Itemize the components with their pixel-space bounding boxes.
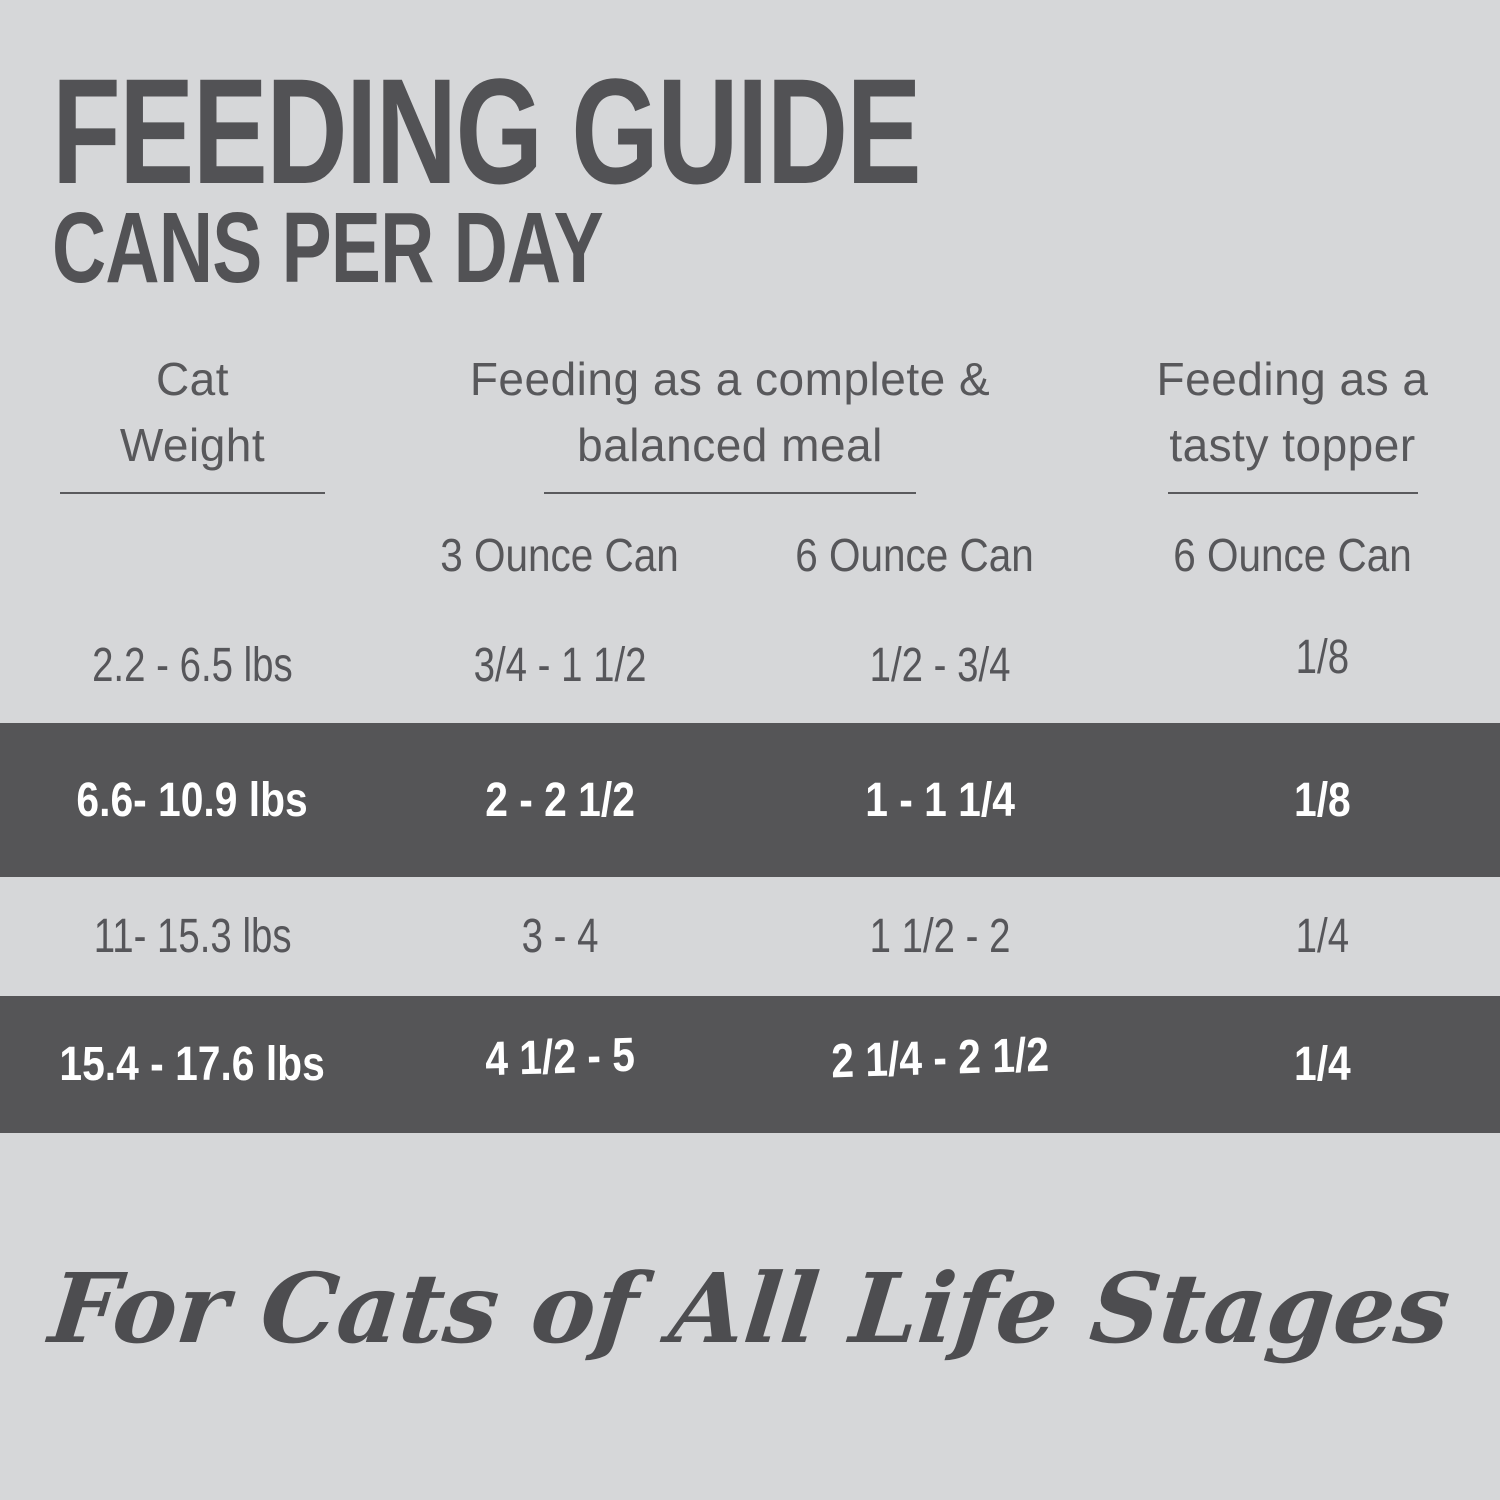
header-underline (1167, 492, 1418, 494)
column-group-tasty-topper: Feeding as a tasty topper (1145, 346, 1500, 494)
value-cell-3oz-meal: 3/4 - 1 1/2 (473, 638, 647, 692)
column-group-complete-meal: Feeding as a complete & balanced meal (385, 346, 1145, 494)
value-cell-6oz-meal: 1 1/2 - 2 (869, 910, 1011, 963)
value-cell-6oz-meal: 1 - 1 1/4 (865, 773, 1015, 827)
table-subheader: 3 Ounce Can 6 Ounce Can 6 Ounce Can (0, 528, 1500, 581)
column-group-label: Feeding as a (1156, 353, 1429, 405)
value-cell-6oz-meal: 1/2 - 3/4 (869, 638, 1011, 692)
column-group-label: Weight (119, 419, 266, 471)
value-cell-6oz-topper: 1/4 (1294, 1038, 1351, 1091)
column-group-label: Feeding as a complete & (469, 353, 991, 405)
column-group-label: Cat (155, 353, 230, 405)
table-row: 11- 15.3 lbs 3 - 4 1 1/2 - 2 1/4 (0, 877, 1500, 996)
value-cell-3oz-meal: 4 1/2 - 5 (484, 1028, 636, 1087)
page-title: FEEDING GUIDE (52, 47, 922, 215)
subheader-3oz-meal: 3 Ounce Can (440, 529, 680, 581)
weight-cell: 2.2 - 6.5 lbs (92, 638, 293, 692)
header-underline (60, 492, 325, 494)
table-row: 2.2 - 6.5 lbs 3/4 - 1 1/2 1/2 - 3/4 1/8 (0, 608, 1500, 722)
column-group-cat-weight: Cat Weight (0, 346, 385, 494)
value-cell-3oz-meal: 2 - 2 1/2 (485, 773, 635, 827)
column-group-label: balanced meal (577, 419, 883, 471)
footer-tagline: For Cats of All Life Stages (44, 1252, 1456, 1365)
subheader-6oz-meal: 6 Ounce Can (795, 529, 1035, 581)
value-cell-3oz-meal: 3 - 4 (521, 910, 599, 963)
value-cell-6oz-meal: 2 1/4 - 2 1/2 (830, 1028, 1050, 1089)
subheader-6oz-topper: 6 Ounce Can (1173, 529, 1412, 581)
weight-cell: 15.4 - 17.6 lbs (59, 1038, 326, 1091)
value-cell-6oz-topper: 1/8 (1294, 773, 1351, 827)
header-underline (543, 492, 916, 494)
column-group-label: tasty topper (1169, 419, 1416, 471)
table-row-highlighted: 6.6- 10.9 lbs 2 - 2 1/2 1 - 1 1/4 1/8 (0, 723, 1500, 877)
weight-cell: 6.6- 10.9 lbs (76, 773, 309, 827)
value-cell-6oz-topper: 1/4 (1295, 910, 1350, 963)
table-header: Cat Weight Feeding as a complete & balan… (0, 346, 1500, 494)
value-cell-6oz-topper: 1/8 (1295, 630, 1350, 684)
table-row-highlighted: 15.4 - 17.6 lbs 4 1/2 - 5 2 1/4 - 2 1/2 … (0, 996, 1500, 1133)
page-subtitle: CANS PER DAY (52, 192, 604, 304)
weight-cell: 11- 15.3 lbs (93, 910, 292, 963)
